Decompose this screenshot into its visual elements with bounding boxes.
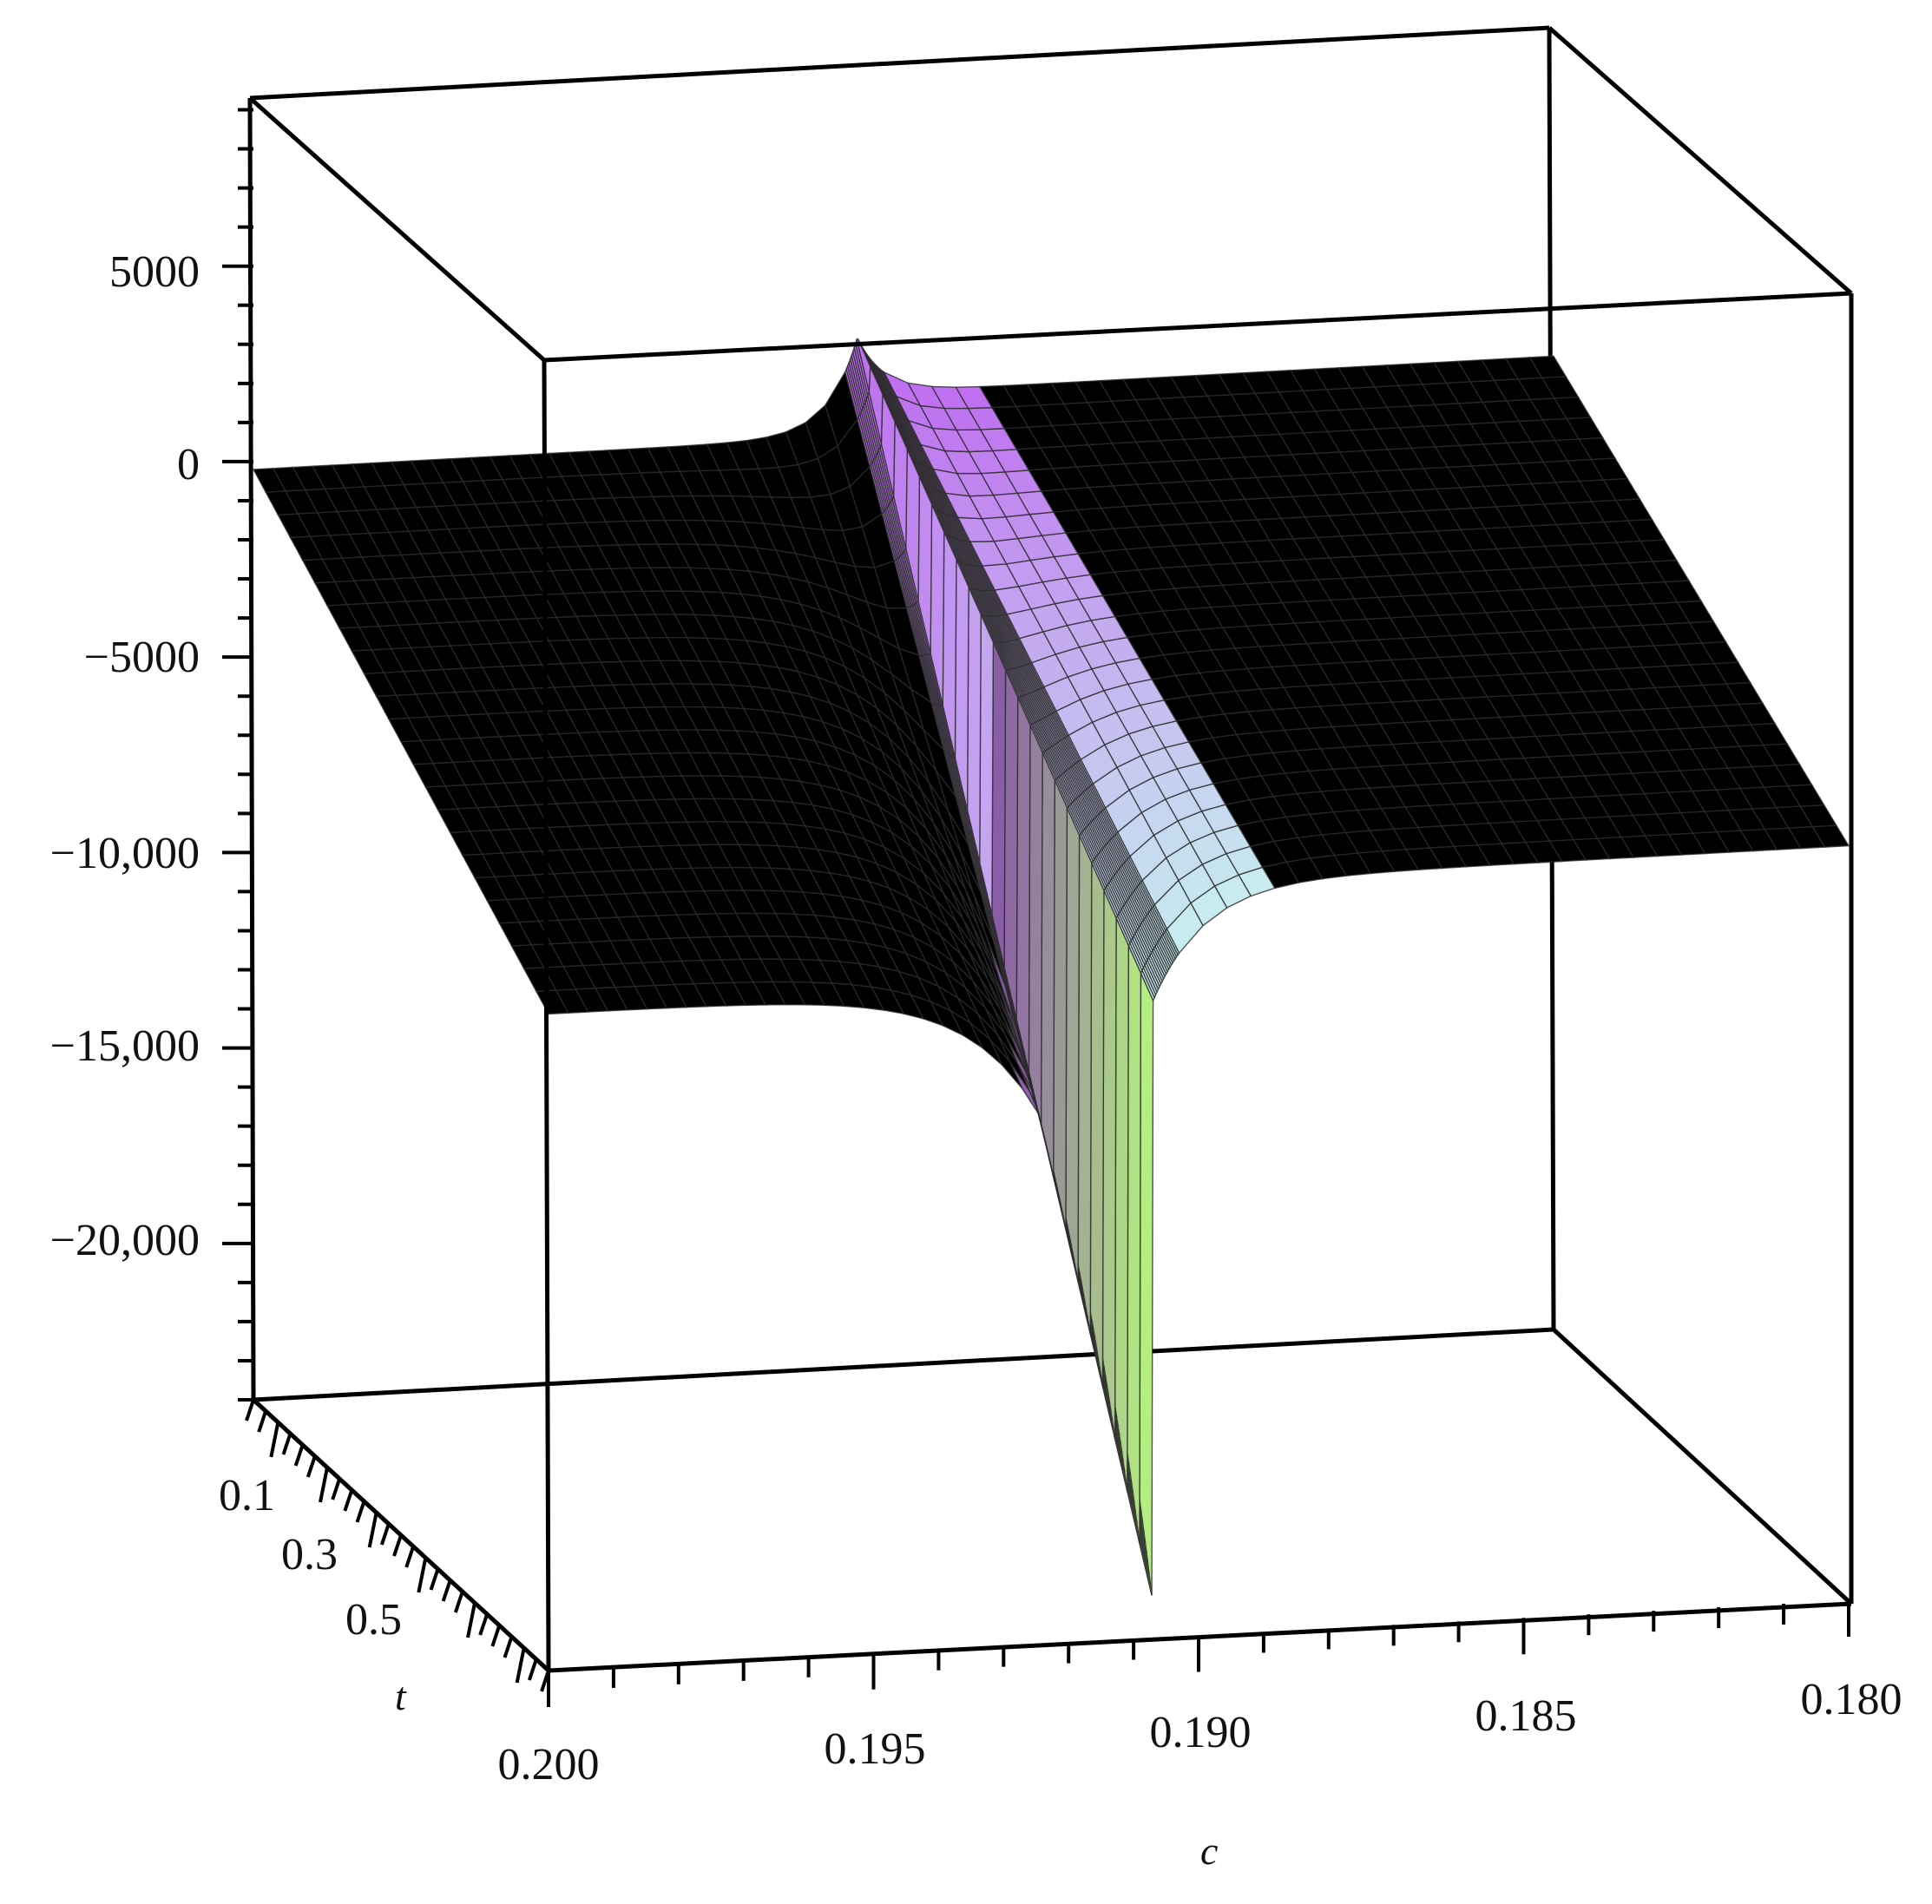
t-minor-tick [257, 1410, 268, 1433]
z-tick-label: −20,000 [50, 1216, 200, 1265]
surface-patch [1101, 890, 1117, 1439]
c-tick-label: 0.180 [1801, 1675, 1902, 1724]
t-tick-label: 0.5 [345, 1595, 402, 1645]
z-tick-label: 5000 [109, 247, 200, 297]
z-tick-label: 0 [177, 440, 200, 489]
t-minor-tick [490, 1625, 502, 1647]
t-minor-tick [293, 1444, 305, 1467]
surface-patch [1127, 945, 1142, 1544]
t-minor-tick [478, 1613, 490, 1636]
t-minor-tick [503, 1636, 514, 1658]
surface-patch [1028, 725, 1043, 1125]
surface-patch [1040, 752, 1055, 1178]
t-tick-label: 0.3 [281, 1530, 338, 1579]
surface-patch [1065, 807, 1081, 1282]
t-minor-tick [343, 1489, 354, 1512]
surface-patch [1114, 917, 1129, 1491]
axis-ticks [222, 108, 1850, 1707]
z-axis-labels: 5000 0 −5000 −10,000 −15,000 −20,000 [50, 247, 200, 1265]
t-major-tick [269, 1421, 280, 1458]
z-tick-label: −5000 [84, 633, 200, 682]
surface-patch [1077, 835, 1093, 1335]
surface-patch [1053, 779, 1068, 1230]
t-minor-tick [379, 1523, 391, 1546]
t-minor-tick [441, 1579, 452, 1602]
t-minor-tick [306, 1455, 317, 1478]
t-axis-title: t [395, 1674, 407, 1718]
t-minor-tick [331, 1478, 342, 1500]
c-tick-label: 0.200 [498, 1740, 600, 1789]
t-minor-tick [429, 1568, 440, 1591]
t-minor-tick [453, 1591, 464, 1613]
t-major-tick [515, 1647, 526, 1684]
c-tick-label: 0.190 [1150, 1708, 1252, 1757]
c-axis-labels: 0.200 0.195 0.190 0.185 0.180 [498, 1675, 1902, 1789]
t-minor-tick [245, 1399, 255, 1421]
surface-patch [252, 467, 287, 493]
surface-patch [1015, 697, 1031, 1073]
surface-patch [1003, 669, 1019, 1021]
c-axis-title: c [1200, 1828, 1218, 1873]
t-major-tick [466, 1602, 476, 1638]
z-tick-label: −15,000 [50, 1021, 200, 1071]
surface-mesh [252, 337, 1850, 1596]
surface-patch [991, 641, 1007, 968]
z-tick-label: −10,000 [50, 829, 200, 878]
surface-patch [1139, 973, 1154, 1596]
t-major-tick [417, 1557, 428, 1593]
c-tick-label: 0.185 [1475, 1691, 1577, 1741]
surface-patch [1089, 862, 1105, 1387]
t-minor-tick [355, 1500, 366, 1523]
t-minor-tick [392, 1534, 403, 1557]
t-minor-tick [404, 1546, 416, 1568]
c-tick-label: 0.195 [825, 1724, 926, 1774]
t-minor-tick [281, 1433, 292, 1455]
t-axis-labels: 0.1 0.3 0.5 [219, 1471, 402, 1645]
t-major-tick [319, 1467, 329, 1503]
t-minor-tick [527, 1658, 538, 1681]
t-tick-label: 0.1 [219, 1471, 275, 1520]
t-major-tick [367, 1512, 378, 1548]
